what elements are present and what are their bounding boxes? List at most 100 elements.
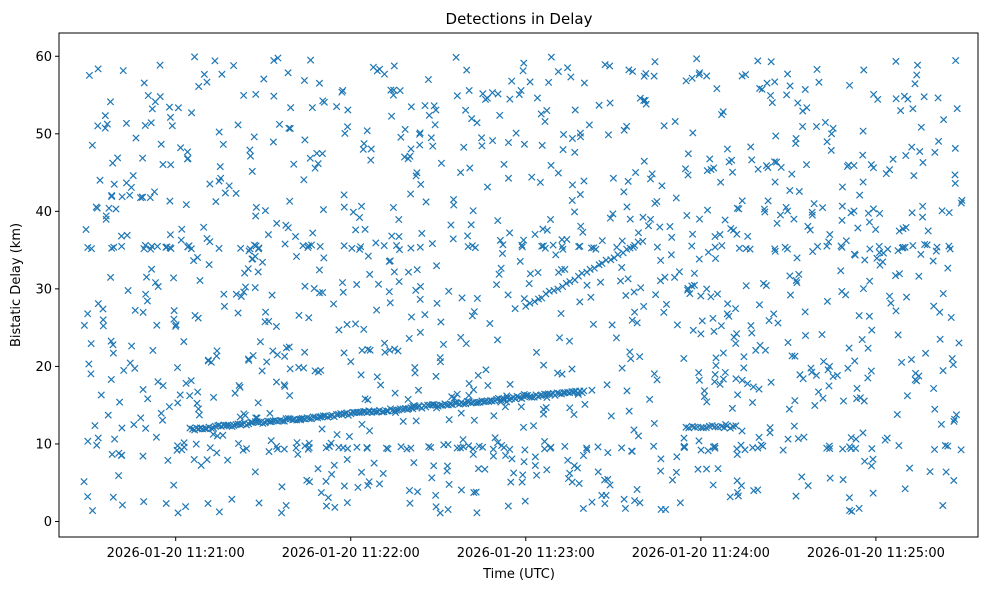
detection-point <box>910 172 918 180</box>
detection-point <box>845 344 853 352</box>
detection-point <box>110 435 119 443</box>
detection-point <box>246 146 254 154</box>
detection-point <box>269 347 277 355</box>
detection-point <box>87 244 96 253</box>
detection-point <box>147 119 155 127</box>
detection-point <box>936 308 944 316</box>
detection-point <box>887 299 895 307</box>
detection-point <box>286 124 294 133</box>
detection-point <box>292 444 300 452</box>
detection-point <box>760 205 769 213</box>
detection-point <box>508 77 516 85</box>
detection-point <box>725 312 733 320</box>
detection-point <box>355 408 363 417</box>
y-tick-label: 40 <box>35 205 52 220</box>
detection-point <box>488 397 496 405</box>
detection-point <box>744 232 752 240</box>
detection-point <box>648 170 656 178</box>
detection-point <box>469 386 478 394</box>
detection-point <box>472 488 480 496</box>
detection-point <box>422 198 430 206</box>
detection-point <box>707 165 715 174</box>
detection-point <box>181 502 190 511</box>
detection-point <box>183 148 192 156</box>
detection-point <box>783 91 791 99</box>
detection-point <box>506 380 514 389</box>
detection-point <box>575 243 583 251</box>
detection-point <box>504 138 513 147</box>
detection-point <box>127 183 136 192</box>
detection-point <box>301 136 309 144</box>
detection-point <box>740 364 748 372</box>
detection-point <box>623 203 631 211</box>
detection-point <box>957 446 965 454</box>
detection-point <box>184 243 192 251</box>
detection-point <box>763 79 771 87</box>
detection-point <box>391 389 399 397</box>
detection-point <box>729 422 737 431</box>
detection-point <box>749 383 758 391</box>
detection-point <box>589 320 598 328</box>
detection-point <box>284 69 292 77</box>
detection-point <box>812 122 821 131</box>
detection-point <box>172 321 180 329</box>
detection-point <box>340 203 348 211</box>
detection-point <box>261 318 269 326</box>
detection-point <box>666 222 674 231</box>
detection-point <box>716 230 724 239</box>
detection-point <box>215 508 224 516</box>
detection-point <box>538 141 546 150</box>
detection-point <box>711 378 719 386</box>
detection-point <box>907 355 916 364</box>
detection-point <box>278 483 286 491</box>
detection-point <box>84 492 92 501</box>
detection-point <box>640 302 648 311</box>
detection-point <box>801 308 809 316</box>
detection-point <box>445 415 453 424</box>
detection-point <box>170 481 178 489</box>
detection-point <box>245 356 253 365</box>
x-tick-label: 2026-01-20 11:25:00 <box>807 546 945 561</box>
detection-point <box>386 299 394 307</box>
detection-point <box>267 436 275 445</box>
detection-point <box>771 178 779 186</box>
detection-point <box>895 270 904 278</box>
detection-point <box>790 215 798 223</box>
detection-point <box>340 410 349 418</box>
detection-point <box>603 381 611 389</box>
detection-point <box>772 132 780 140</box>
detection-point <box>139 452 147 460</box>
detection-point <box>628 67 637 76</box>
detection-point <box>261 308 270 316</box>
detection-point <box>281 240 289 248</box>
detection-point <box>244 355 253 363</box>
y-tick-label: 60 <box>35 50 52 65</box>
detection-point <box>709 314 717 322</box>
detection-point <box>650 419 658 428</box>
detection-point <box>792 134 800 143</box>
detection-point <box>833 371 842 379</box>
detection-point <box>749 443 757 452</box>
detection-point <box>543 226 551 234</box>
detection-point <box>704 447 712 455</box>
detection-point <box>929 384 938 393</box>
detection-point <box>220 302 229 310</box>
detection-point <box>174 104 183 112</box>
detection-point <box>596 278 605 286</box>
detection-point <box>786 291 795 299</box>
detection-point <box>695 376 704 384</box>
chart-title: Detections in Delay <box>446 10 593 28</box>
detection-point <box>206 238 214 246</box>
detection-point <box>460 143 468 151</box>
detection-point <box>343 455 351 464</box>
detection-point <box>823 242 831 250</box>
detection-point <box>437 318 445 326</box>
detection-point <box>594 443 602 451</box>
detection-point <box>109 349 117 357</box>
detection-point <box>372 239 380 247</box>
detection-point <box>182 379 190 387</box>
detection-point <box>444 505 452 514</box>
detection-point <box>786 186 794 195</box>
detection-point <box>403 445 411 453</box>
detection-point <box>588 498 596 506</box>
